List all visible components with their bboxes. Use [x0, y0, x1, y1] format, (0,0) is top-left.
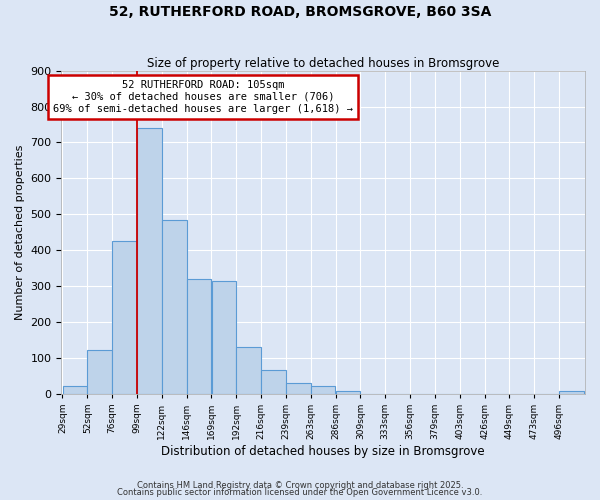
Title: Size of property relative to detached houses in Bromsgrove: Size of property relative to detached ho…: [147, 56, 499, 70]
Bar: [187, 278, 211, 394]
Bar: [62, 386, 87, 394]
Bar: [112, 241, 137, 394]
Bar: [286, 383, 311, 394]
Text: 52, RUTHERFORD ROAD, BROMSGROVE, B60 3SA: 52, RUTHERFORD ROAD, BROMSGROVE, B60 3SA: [109, 5, 491, 19]
Bar: [88, 350, 112, 394]
Bar: [261, 370, 286, 394]
Y-axis label: Number of detached properties: Number of detached properties: [15, 144, 25, 320]
Text: Contains HM Land Registry data © Crown copyright and database right 2025.: Contains HM Land Registry data © Crown c…: [137, 480, 463, 490]
X-axis label: Distribution of detached houses by size in Bromsgrove: Distribution of detached houses by size …: [161, 444, 485, 458]
Bar: [162, 220, 187, 394]
Bar: [212, 280, 236, 394]
Bar: [311, 386, 335, 394]
Bar: [236, 347, 261, 394]
Bar: [336, 390, 361, 394]
Text: Contains public sector information licensed under the Open Government Licence v3: Contains public sector information licen…: [118, 488, 482, 497]
Bar: [137, 128, 161, 394]
Bar: [559, 390, 584, 394]
Text: 52 RUTHERFORD ROAD: 105sqm
← 30% of detached houses are smaller (706)
69% of sem: 52 RUTHERFORD ROAD: 105sqm ← 30% of deta…: [53, 80, 353, 114]
